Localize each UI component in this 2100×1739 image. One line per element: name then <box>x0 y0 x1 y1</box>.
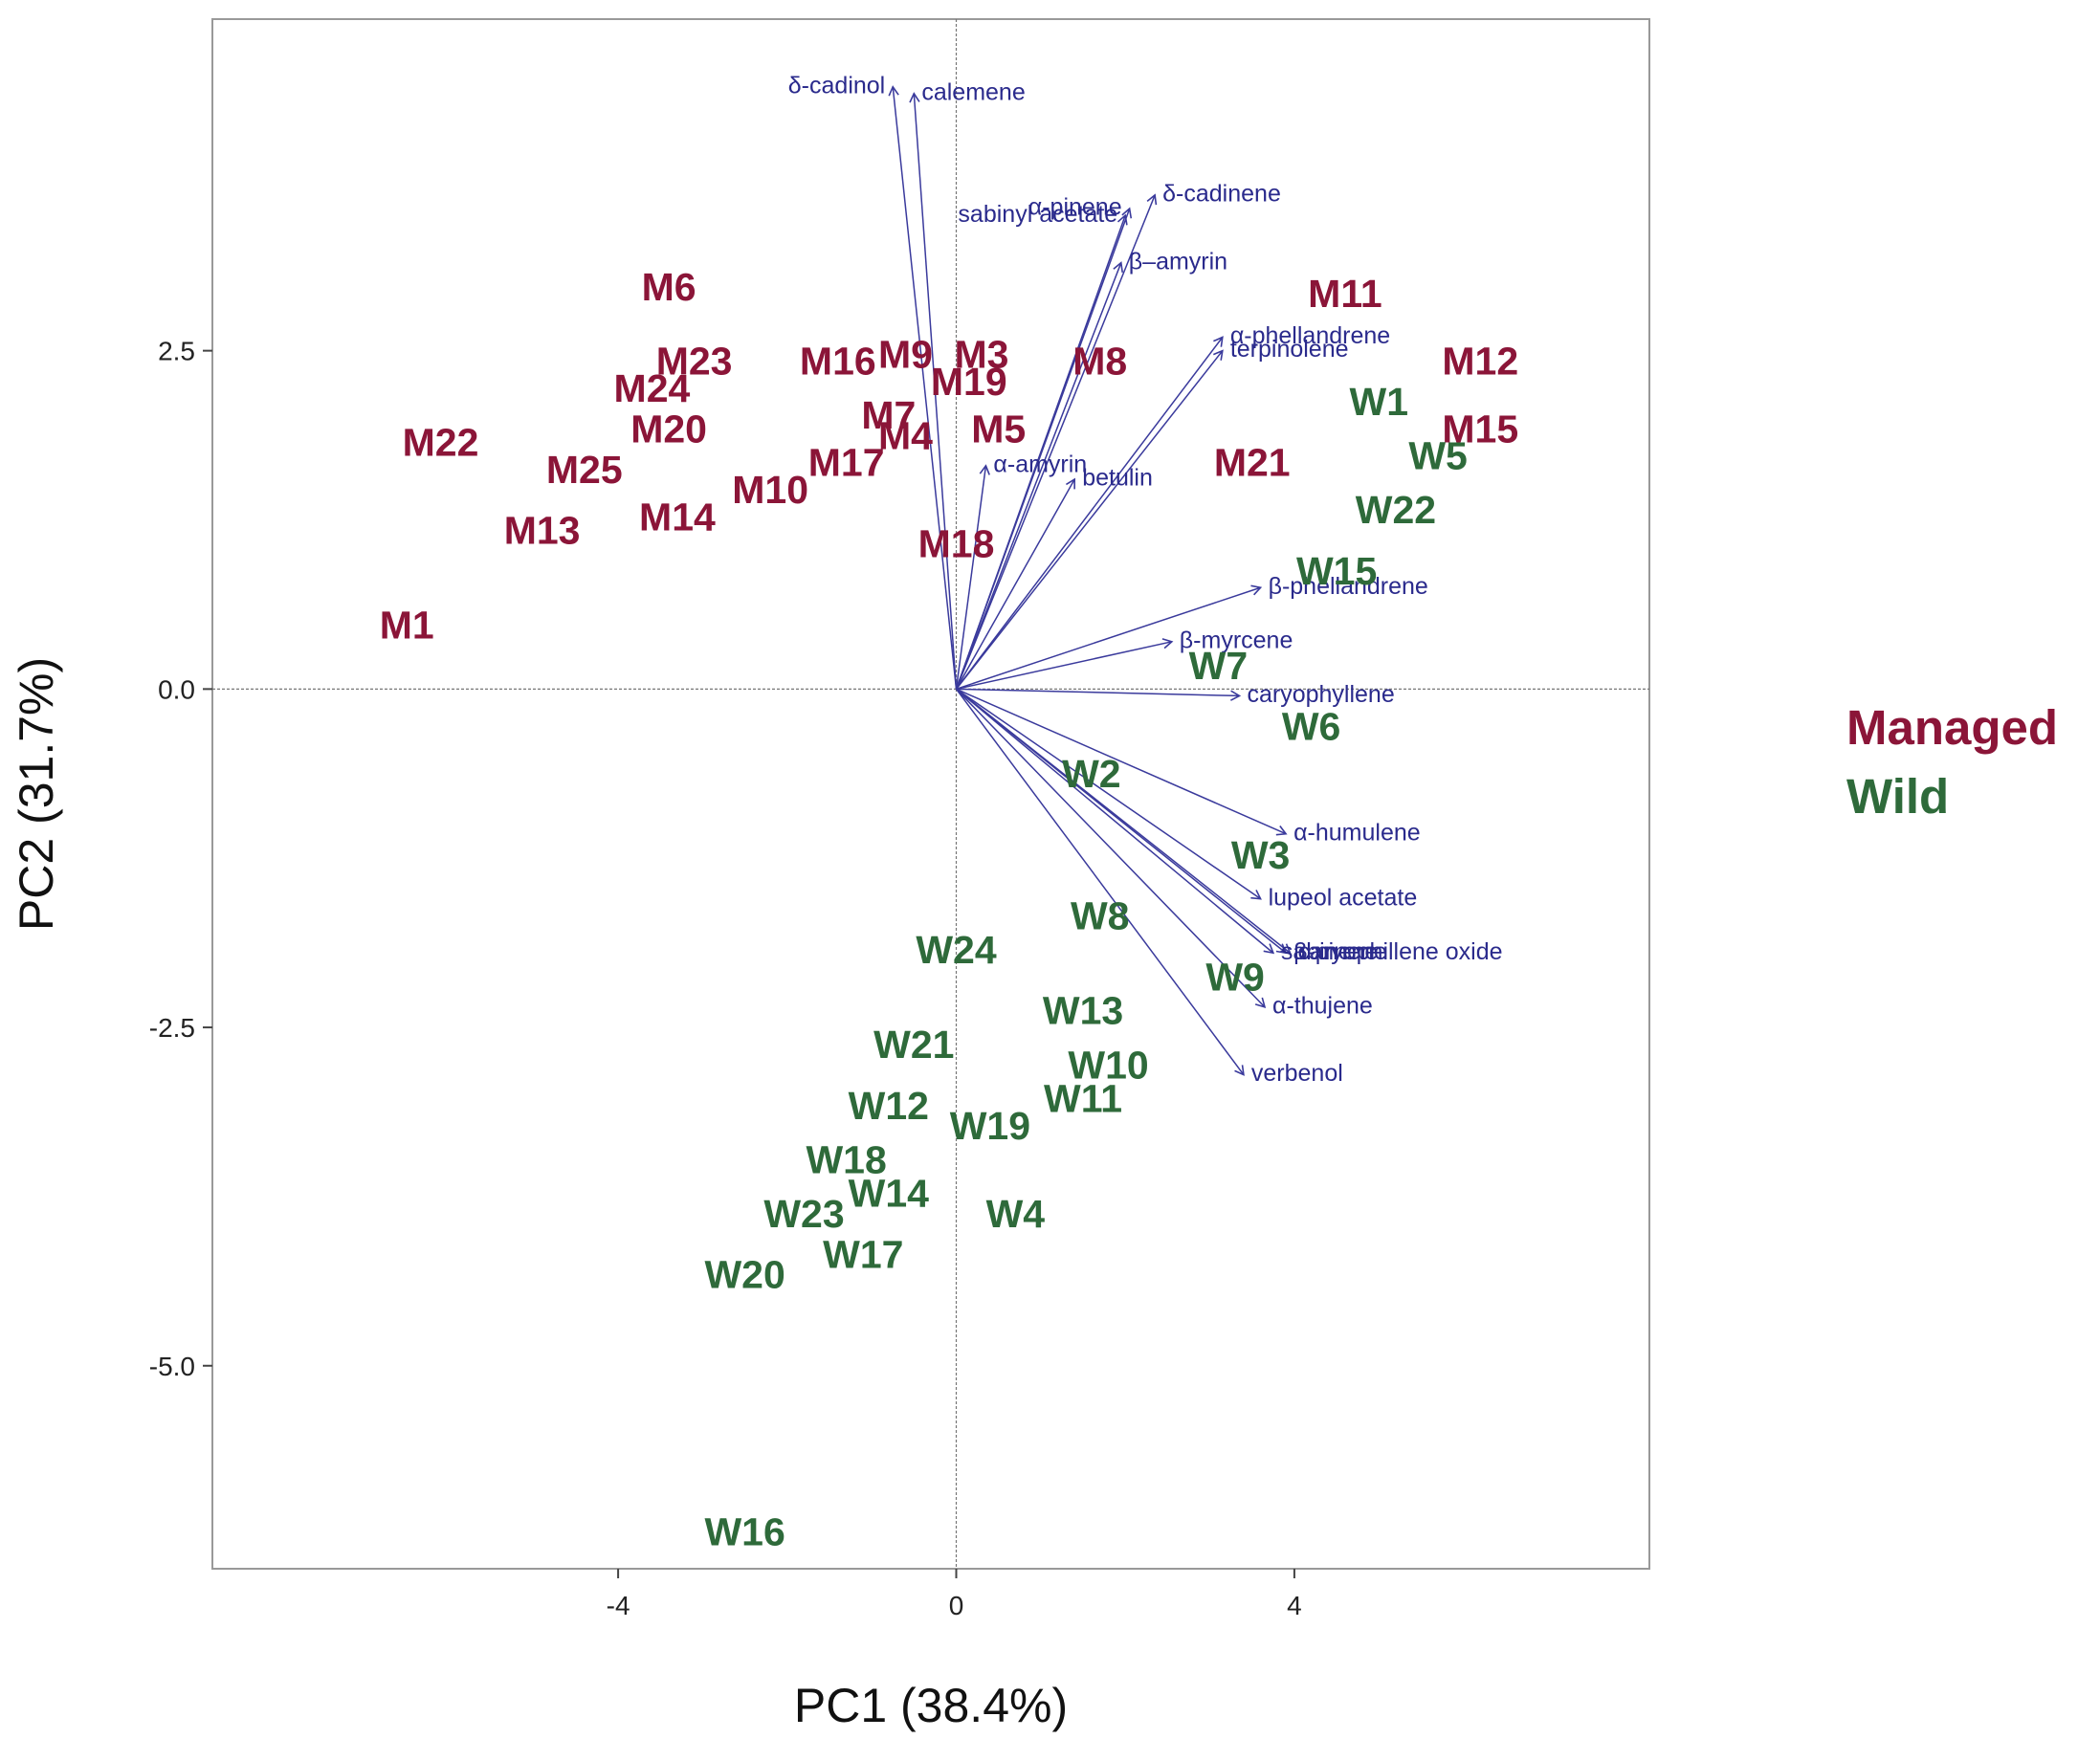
loading-label-caryophyllene: caryophyllene <box>1247 681 1394 708</box>
x-tick-label: 0 <box>949 1591 964 1620</box>
point-m14: M14 <box>639 495 716 539</box>
point-w7: W7 <box>1189 644 1249 688</box>
point-w12: W12 <box>849 1084 929 1128</box>
point-w22: W22 <box>1356 488 1436 532</box>
loading-label-sabinyl-acetate: sabinyl acetate <box>958 201 1117 228</box>
point-m16: M16 <box>800 340 876 384</box>
point-m17: M17 <box>808 441 885 485</box>
loading-arrow-humulene <box>956 688 1288 836</box>
point-w20: W20 <box>704 1253 785 1297</box>
point-m6: M6 <box>642 265 696 309</box>
loading-label-betulin: betulin <box>1082 465 1153 492</box>
loading-arrow-cadinene <box>955 193 1158 690</box>
loading-label-verbenol: verbenol <box>1251 1060 1343 1087</box>
point-w1: W1 <box>1350 380 1409 424</box>
point-m3: M3 <box>955 333 1009 377</box>
loading-arrow-myrcene <box>956 638 1174 691</box>
loading-arrow-caryophyllene <box>956 688 1242 701</box>
loading-label-amyrin: β–amyrin <box>1129 248 1227 275</box>
point-w2: W2 <box>1062 752 1121 796</box>
loading-arrow-sabinene <box>956 688 1275 955</box>
x-tick-label: -4 <box>607 1591 630 1620</box>
loading-arrow-betulin <box>955 477 1076 690</box>
loading-arrow-terpinolene <box>955 349 1224 690</box>
x-axis-title: PC1 (38.4%) <box>794 1679 1068 1732</box>
point-w19: W19 <box>950 1104 1030 1148</box>
point-m22: M22 <box>403 421 479 465</box>
loading-arrow-pinene <box>956 688 1288 955</box>
point-m15: M15 <box>1442 407 1518 451</box>
loading-label-humulene: α-humulene <box>1293 819 1421 846</box>
point-m12: M12 <box>1442 340 1518 384</box>
loading-label-phellandrene: α-phellandrene <box>1230 322 1390 349</box>
point-w11: W11 <box>1044 1077 1122 1121</box>
point-w10: W10 <box>1068 1043 1148 1087</box>
point-w9: W9 <box>1205 955 1265 999</box>
loading-label-lupeol-acetate: lupeol acetate <box>1269 884 1418 911</box>
loading-arrow-amyrin <box>955 464 990 690</box>
x-tick-label: 4 <box>1287 1591 1302 1620</box>
loading-arrow-verbenol <box>955 688 1245 1076</box>
loading-arrow-amyrin <box>955 261 1124 690</box>
point-w16: W16 <box>704 1509 785 1553</box>
loading-arrow-calemene <box>909 92 958 690</box>
point-w13: W13 <box>1043 989 1123 1033</box>
loading-arrow-phellandrene <box>955 336 1224 690</box>
point-m11: M11 <box>1308 272 1382 316</box>
loading-label-amyrin: α-amyrin <box>993 451 1087 478</box>
point-w21: W21 <box>873 1023 954 1067</box>
point-m1: M1 <box>380 604 434 648</box>
point-m18: M18 <box>918 522 995 566</box>
loading-label-caryophillene-oxide: caryophillene oxide <box>1298 938 1503 965</box>
point-m24: M24 <box>614 366 691 410</box>
loading-arrow-pinene <box>955 207 1133 690</box>
point-m25: M25 <box>546 448 623 492</box>
point-w5: W5 <box>1408 434 1468 478</box>
loading-label-pinene: α-pinene <box>1028 194 1122 221</box>
point-w6: W6 <box>1282 705 1341 749</box>
point-m19: M19 <box>931 360 1007 404</box>
loading-label-phellandrene: β-phellandrene <box>1269 573 1428 600</box>
point-w15: W15 <box>1296 549 1377 593</box>
loading-label-terpinolene: terpinolene <box>1230 336 1349 363</box>
legend-entry-managed: Managed <box>1846 700 2058 755</box>
point-m10: M10 <box>732 468 808 512</box>
point-w18: W18 <box>806 1137 886 1181</box>
loading-arrow-cadinol <box>888 85 958 690</box>
point-w23: W23 <box>763 1192 844 1236</box>
loading-arrow-phellandrene <box>956 584 1263 691</box>
point-m21: M21 <box>1214 441 1291 485</box>
loading-arrow-thujene <box>955 688 1267 1009</box>
point-m20: M20 <box>630 407 707 451</box>
loading-label-sabinene: sabinene <box>1281 938 1378 965</box>
loading-arrow-lupeol-acetate <box>956 688 1262 900</box>
point-w24: W24 <box>916 928 997 972</box>
point-w14: W14 <box>849 1172 930 1216</box>
y-tick-label: 2.5 <box>158 337 195 366</box>
point-m9: M9 <box>878 333 933 377</box>
legend-entry-wild: Wild <box>1846 769 1949 824</box>
plot-frame <box>211 18 1650 1570</box>
loading-label-pinene: β-pinene <box>1293 938 1387 965</box>
point-m7: M7 <box>861 393 916 437</box>
loading-label-cadinol: δ-cadinol <box>788 72 885 99</box>
loading-label-thujene: α-thujene <box>1272 992 1373 1019</box>
y-tick-label: -5.0 <box>149 1352 195 1381</box>
point-m23: M23 <box>656 340 733 384</box>
point-m13: M13 <box>504 508 581 552</box>
point-m4: M4 <box>878 413 933 457</box>
loading-label-myrcene: β-myrcene <box>1180 627 1293 653</box>
point-w17: W17 <box>823 1232 903 1276</box>
y-axis-title: PC2 (31.7%) <box>10 657 63 931</box>
point-w3: W3 <box>1231 833 1291 877</box>
loading-label-cadinene: δ-cadinene <box>1162 181 1281 208</box>
point-w4: W4 <box>986 1192 1046 1236</box>
point-m8: M8 <box>1072 340 1127 384</box>
y-tick-label: 0.0 <box>158 674 195 704</box>
point-m5: M5 <box>971 407 1026 451</box>
point-w8: W8 <box>1071 894 1130 938</box>
y-tick-label: -2.5 <box>149 1013 195 1043</box>
loading-label-calemene: calemene <box>921 78 1025 105</box>
